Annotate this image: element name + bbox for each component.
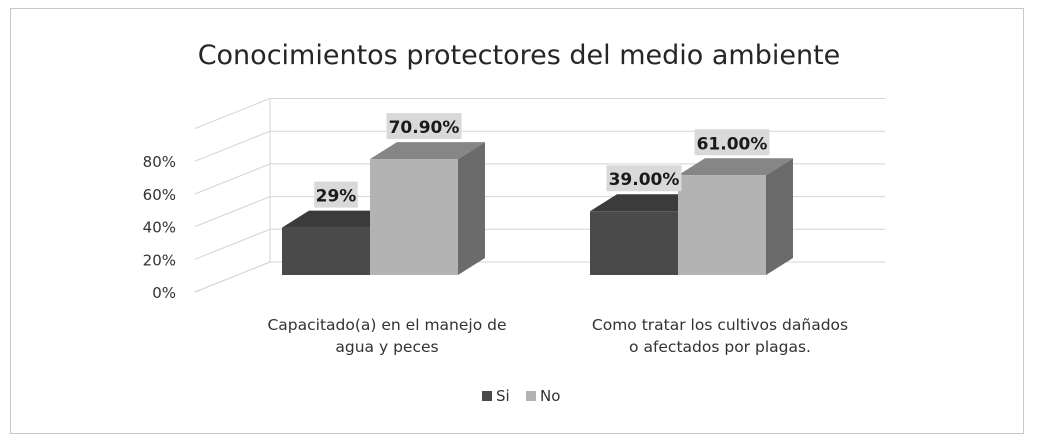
chart-legend: Si No [482,387,560,405]
gridline-side [194,130,271,162]
data-label-bg [314,181,358,208]
data-label-no-0: 70.90% [386,113,462,140]
bar-front [370,159,458,275]
chart-walls [194,98,271,293]
data-label-text: 61.00% [697,134,768,154]
data-label-text: 29% [316,187,357,207]
bar-si-0 [282,210,397,275]
category-label: agua y peces [335,338,438,356]
legend-label: Si [496,387,510,405]
legend-swatch [482,391,492,401]
bar-front [590,211,678,275]
data-label-text: 70.90% [389,118,460,138]
legend-swatch [526,391,536,401]
bar-side [766,158,793,275]
chart-title: Conocimientos protectores del medio ambi… [198,40,841,71]
legend-label: No [540,387,560,405]
legend-item-no: No [526,387,560,405]
bar-top [282,210,397,228]
data-label-si-1: 39.00% [606,165,682,192]
y-tick-label: 20% [143,251,176,269]
bar-top [370,142,485,160]
bar-front [678,175,766,275]
data-label-bg [386,113,462,140]
bar-top [678,158,793,176]
y-tick-label: 0% [152,284,176,302]
gridline-side [194,98,271,129]
data-label-bg [694,129,770,156]
y-tick-label: 80% [143,153,176,171]
chart-frame [10,8,1024,434]
data-label-text: 39.00% [609,170,680,190]
bar-no-0 [370,142,485,275]
y-axis-ticks: 0% 20% 40% 60% 80% [143,153,176,302]
chart-bars [282,142,793,275]
gridline-side [194,261,271,293]
category-label: o afectados por plagas. [629,338,811,356]
gridline-side [194,228,271,260]
legend-item-si: Si [482,387,510,405]
category-label: Como tratar los cultivos dañados [592,316,848,334]
bar-no-1 [678,158,793,275]
gridline-side [194,196,271,228]
data-labels: 29% 70.90% 39.00% 61.00% [314,113,770,208]
gridline-side [194,163,271,195]
y-tick-label: 60% [143,186,176,204]
bar-top [590,194,705,212]
bar-front [282,227,370,275]
data-label-si-0: 29% [314,181,358,208]
bar-side [458,142,485,275]
category-labels: Capacitado(a) en el manejo de agua y pece… [267,316,848,356]
y-tick-label: 40% [143,219,176,237]
data-label-bg [606,165,682,192]
category-label: Capacitado(a) en el manejo de [267,316,506,334]
data-label-no-1: 61.00% [694,129,770,156]
